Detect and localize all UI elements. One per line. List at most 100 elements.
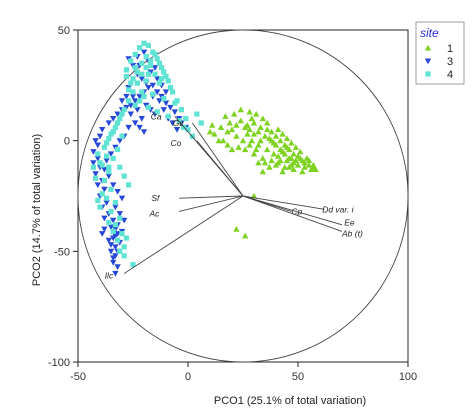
data-point-site-4 bbox=[121, 107, 127, 113]
data-point-site-1 bbox=[288, 139, 295, 146]
vector-label: Sf bbox=[151, 193, 161, 203]
data-point-site-1 bbox=[235, 144, 242, 150]
data-point-site-3 bbox=[145, 84, 152, 91]
data-point-site-4 bbox=[130, 262, 136, 268]
data-point-site-1 bbox=[246, 108, 253, 115]
data-point-site-4 bbox=[145, 71, 151, 77]
data-point-site-1 bbox=[248, 115, 255, 122]
data-point-site-3 bbox=[103, 158, 110, 164]
data-point-site-4 bbox=[126, 182, 132, 188]
data-point-site-4 bbox=[143, 65, 149, 71]
vector-line bbox=[242, 195, 325, 210]
data-point-site-4 bbox=[178, 107, 184, 113]
data-point-site-4 bbox=[106, 219, 112, 226]
data-point-site-3 bbox=[94, 182, 101, 189]
data-point-site-4 bbox=[185, 127, 191, 133]
data-point-site-3 bbox=[118, 195, 126, 202]
data-point-site-4 bbox=[167, 84, 173, 91]
y-tick-label: -100 bbox=[48, 357, 70, 369]
data-point-site-4 bbox=[198, 120, 204, 126]
data-point-site-3 bbox=[138, 76, 145, 82]
data-point-site-3 bbox=[127, 111, 134, 118]
data-point-site-4 bbox=[152, 71, 158, 77]
vector-line bbox=[192, 122, 244, 197]
data-point-site-4 bbox=[119, 133, 125, 139]
data-point-site-1 bbox=[255, 128, 262, 135]
data-point-site-4 bbox=[139, 89, 145, 95]
data-point-site-1 bbox=[288, 161, 295, 168]
data-point-site-4 bbox=[123, 67, 129, 73]
data-point-site-1 bbox=[250, 130, 258, 137]
data-point-site-3 bbox=[110, 182, 117, 189]
data-point-site-1 bbox=[215, 137, 222, 144]
data-point-site-1 bbox=[237, 106, 244, 113]
data-point-site-1 bbox=[277, 137, 284, 144]
data-point-site-3 bbox=[105, 237, 112, 244]
vector-label: Dd var. i bbox=[322, 204, 354, 214]
data-point-site-4 bbox=[141, 40, 147, 46]
data-point-site-1 bbox=[228, 146, 236, 153]
data-point-site-4 bbox=[170, 89, 176, 95]
y-tick-label: -50 bbox=[54, 246, 70, 258]
data-point-site-4 bbox=[130, 89, 136, 95]
data-point-site-3 bbox=[107, 248, 115, 255]
data-point-site-1 bbox=[248, 137, 255, 144]
data-point-site-3 bbox=[105, 120, 112, 127]
data-point-site-3 bbox=[105, 173, 112, 180]
data-point-site-4 bbox=[163, 73, 169, 80]
data-point-site-3 bbox=[114, 111, 121, 118]
data-point-site-4 bbox=[165, 78, 171, 84]
data-point-site-3 bbox=[151, 65, 159, 71]
data-point-site-4 bbox=[183, 115, 189, 122]
data-point-site-3 bbox=[112, 233, 119, 240]
correlation-circle bbox=[77, 29, 409, 363]
data-point-site-3 bbox=[94, 142, 101, 149]
data-point-site-3 bbox=[110, 255, 117, 262]
data-point-site-1 bbox=[312, 166, 319, 172]
data-point-site-1 bbox=[292, 157, 299, 164]
y-tick-label: 0 bbox=[64, 136, 70, 148]
data-point-site-4 bbox=[106, 169, 112, 175]
data-point-site-1 bbox=[222, 113, 229, 119]
data-point-site-3 bbox=[96, 133, 104, 140]
legend-label: 4 bbox=[447, 69, 453, 81]
data-point-site-1 bbox=[224, 128, 231, 135]
data-point-site-3 bbox=[134, 107, 141, 113]
data-point-site-1 bbox=[266, 135, 273, 142]
data-point-site-3 bbox=[118, 98, 126, 105]
data-point-site-3 bbox=[140, 129, 148, 136]
vector-line bbox=[242, 195, 343, 232]
legend-marker-3 bbox=[424, 58, 432, 65]
data-point-site-1 bbox=[239, 137, 247, 144]
data-point-site-4 bbox=[106, 135, 112, 142]
legend-title: site bbox=[420, 26, 439, 40]
data-point-site-4 bbox=[132, 51, 138, 57]
data-point-site-1 bbox=[228, 126, 236, 133]
data-point-site-4 bbox=[154, 56, 160, 62]
data-point-site-1 bbox=[224, 141, 231, 148]
data-point-site-1 bbox=[301, 164, 308, 170]
vector-label: Gc bbox=[173, 118, 185, 128]
data-point-site-4 bbox=[115, 120, 121, 126]
data-point-site-3 bbox=[138, 115, 145, 122]
legend-label: 3 bbox=[447, 56, 453, 68]
data-point-site-4 bbox=[126, 87, 132, 93]
data-point-site-4 bbox=[117, 115, 123, 122]
data-point-site-3 bbox=[110, 259, 117, 266]
data-point-site-3 bbox=[92, 171, 99, 178]
data-point-site-4 bbox=[119, 111, 125, 117]
data-point-site-1 bbox=[253, 146, 260, 153]
data-point-site-4 bbox=[104, 153, 110, 159]
vector-label: Ca bbox=[151, 111, 162, 121]
data-point-site-1 bbox=[297, 148, 304, 155]
data-point-site-4 bbox=[159, 65, 165, 71]
data-point-site-1 bbox=[268, 128, 275, 135]
data-point-site-3 bbox=[92, 138, 99, 144]
data-point-site-1 bbox=[220, 137, 227, 144]
data-point-site-1 bbox=[237, 117, 244, 124]
data-point-site-3 bbox=[125, 124, 132, 131]
data-point-site-1 bbox=[233, 226, 240, 232]
data-point-site-1 bbox=[255, 159, 262, 166]
data-point-site-3 bbox=[171, 109, 178, 116]
data-point-site-4 bbox=[148, 58, 154, 64]
